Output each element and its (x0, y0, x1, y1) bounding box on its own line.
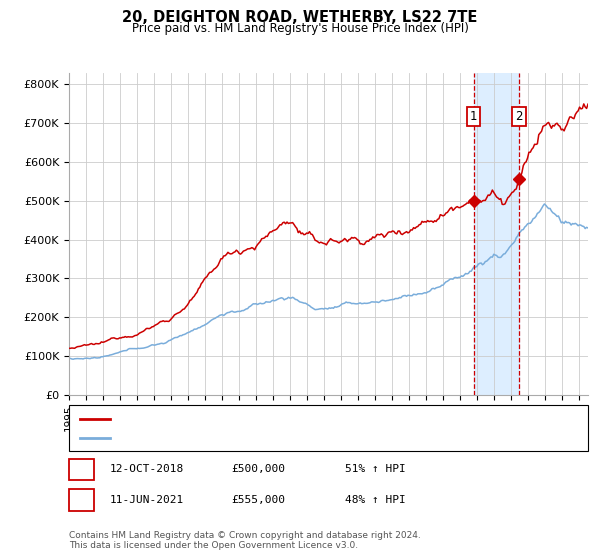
Text: HPI: Average price, detached house, Leeds: HPI: Average price, detached house, Leed… (116, 433, 350, 443)
Text: £555,000: £555,000 (231, 494, 285, 505)
Text: 48% ↑ HPI: 48% ↑ HPI (345, 494, 406, 505)
Text: Price paid vs. HM Land Registry's House Price Index (HPI): Price paid vs. HM Land Registry's House … (131, 22, 469, 35)
Text: 11-JUN-2021: 11-JUN-2021 (110, 494, 184, 505)
Text: 2: 2 (77, 493, 86, 506)
Text: 20, DEIGHTON ROAD, WETHERBY, LS22 7TE: 20, DEIGHTON ROAD, WETHERBY, LS22 7TE (122, 10, 478, 25)
Bar (473, 73, 519, 395)
Text: 1: 1 (77, 463, 86, 476)
Text: 51% ↑ HPI: 51% ↑ HPI (345, 464, 406, 474)
Text: 1: 1 (470, 110, 478, 123)
Text: 12-OCT-2018: 12-OCT-2018 (110, 464, 184, 474)
Text: Contains HM Land Registry data © Crown copyright and database right 2024.
This d: Contains HM Land Registry data © Crown c… (69, 531, 421, 550)
Text: £500,000: £500,000 (231, 464, 285, 474)
Text: 2: 2 (515, 110, 523, 123)
Text: 20, DEIGHTON ROAD, WETHERBY, LS22 7TE (detached house): 20, DEIGHTON ROAD, WETHERBY, LS22 7TE (d… (116, 414, 455, 424)
